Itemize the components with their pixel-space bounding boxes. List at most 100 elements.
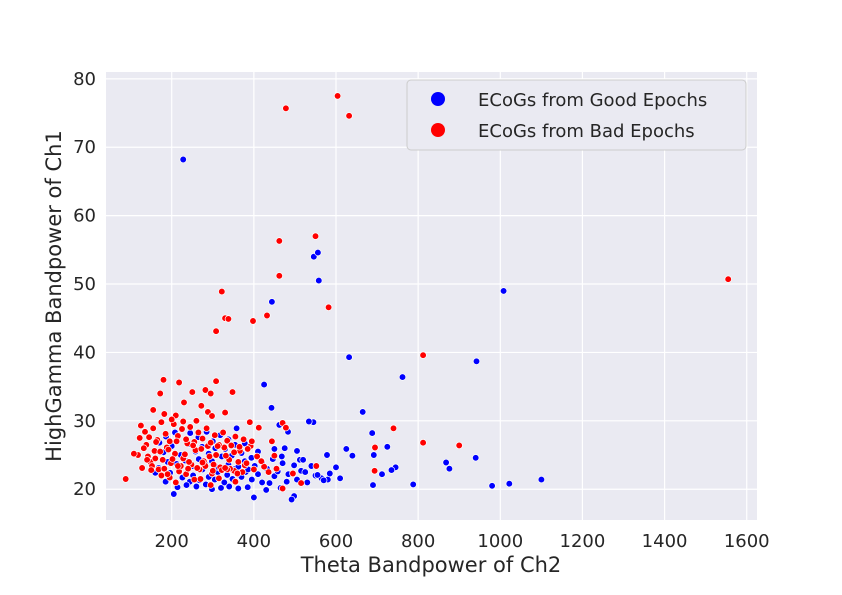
data-point [281, 444, 289, 452]
data-point [147, 466, 155, 474]
data-point [472, 357, 481, 365]
y-tick-labels: 20 30 40 50 60 70 80 [73, 69, 96, 500]
data-point [290, 461, 298, 469]
data-point [282, 424, 290, 432]
data-point [208, 412, 216, 420]
data-point [227, 441, 235, 450]
data-point [145, 433, 153, 441]
data-point [222, 452, 230, 460]
data-point [278, 459, 287, 467]
data-point [234, 484, 242, 493]
data-point [122, 475, 130, 483]
data-point [143, 456, 151, 464]
data-point [168, 455, 177, 463]
data-point [409, 480, 417, 489]
y-tick-label: 20 [73, 479, 96, 500]
y-axis-title: HighGamma Bandpower of Ch1 [42, 130, 66, 462]
data-point [270, 452, 279, 460]
data-point [383, 443, 391, 451]
data-point [149, 406, 157, 414]
data-point [297, 479, 305, 487]
data-point [219, 428, 227, 437]
data-point [218, 287, 226, 296]
data-point [332, 463, 340, 471]
data-point [175, 378, 183, 387]
data-point [262, 486, 270, 494]
data-point [168, 415, 176, 424]
y-tick-label: 70 [73, 137, 96, 158]
data-point [232, 424, 241, 432]
data-point [258, 478, 266, 487]
data-point [207, 389, 215, 398]
data-point [264, 468, 273, 476]
y-tick-label: 30 [73, 411, 96, 432]
data-point [242, 459, 251, 467]
data-point [419, 439, 427, 447]
legend-box [406, 79, 747, 151]
data-point [445, 465, 454, 473]
data-point [248, 437, 256, 445]
data-point [233, 469, 242, 478]
data-points [122, 92, 732, 504]
data-point [223, 437, 231, 445]
data-point [268, 437, 276, 445]
data-point [320, 476, 328, 484]
data-point [140, 444, 148, 452]
data-point [248, 475, 256, 484]
data-point [182, 435, 190, 443]
data-point [174, 462, 182, 470]
data-point [198, 458, 207, 467]
data-point [231, 432, 240, 441]
data-point [228, 388, 237, 396]
legend-marker-good [431, 92, 445, 106]
data-point [345, 353, 353, 361]
data-point [257, 457, 265, 465]
data-point [272, 465, 281, 473]
data-point [180, 398, 188, 407]
data-point [225, 482, 233, 491]
data-point [192, 482, 201, 491]
data-point [348, 452, 357, 460]
data-point [265, 479, 274, 487]
data-point [184, 465, 192, 473]
data-point [345, 112, 353, 120]
data-point [389, 424, 398, 432]
data-point [186, 429, 194, 437]
data-point [370, 451, 378, 459]
data-point [194, 428, 203, 437]
data-point [197, 445, 205, 453]
data-point [156, 447, 164, 456]
data-point [289, 469, 297, 478]
data-point [186, 423, 194, 431]
data-point [220, 478, 228, 487]
data-point [188, 388, 196, 396]
data-point [159, 376, 168, 384]
data-point [190, 475, 198, 484]
data-point [239, 435, 248, 443]
data-point [172, 478, 180, 487]
data-point [197, 402, 205, 410]
data-point [369, 481, 377, 489]
data-point [192, 417, 201, 425]
series-bad-epochs [122, 92, 732, 493]
y-tick-label: 50 [73, 274, 96, 295]
data-point [255, 424, 263, 432]
data-point [336, 474, 344, 482]
data-point [398, 373, 407, 381]
data-point [455, 441, 463, 450]
data-point [181, 450, 189, 458]
data-point [472, 454, 480, 462]
data-point [250, 493, 258, 502]
data-point [198, 434, 207, 443]
data-point [151, 454, 159, 463]
data-point [212, 327, 220, 335]
data-point [253, 452, 261, 461]
data-point [724, 275, 732, 283]
data-point [166, 437, 174, 445]
data-point [212, 451, 220, 459]
x-tick-label: 1400 [642, 531, 688, 552]
data-point [182, 481, 191, 489]
data-point [185, 458, 193, 466]
legend-marker-bad [431, 123, 445, 137]
x-tick-label: 1200 [560, 531, 606, 552]
